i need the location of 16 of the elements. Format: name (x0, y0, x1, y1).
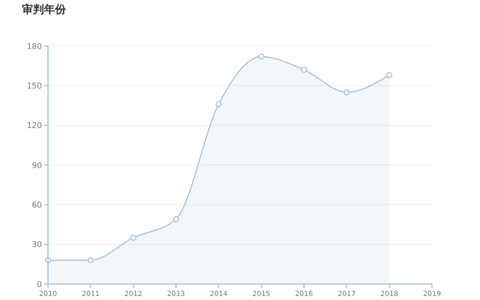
point (216, 101, 222, 108)
y-tick-label: 90 (32, 160, 42, 170)
point (344, 89, 350, 96)
y-tick-label: 150 (26, 81, 42, 90)
y-tick-label: 60 (32, 200, 42, 210)
y-tick-label: 180 (26, 42, 42, 51)
point (386, 72, 392, 78)
point (258, 54, 264, 60)
y-tick-label: 0 (36, 280, 42, 289)
y-tick-label: 30 (32, 240, 42, 250)
point (173, 216, 179, 222)
y-tick-label: 120 (26, 121, 42, 130)
point (301, 66, 307, 73)
chart-title: 审判年份 (22, 3, 67, 16)
point (88, 257, 94, 264)
point (130, 234, 136, 241)
